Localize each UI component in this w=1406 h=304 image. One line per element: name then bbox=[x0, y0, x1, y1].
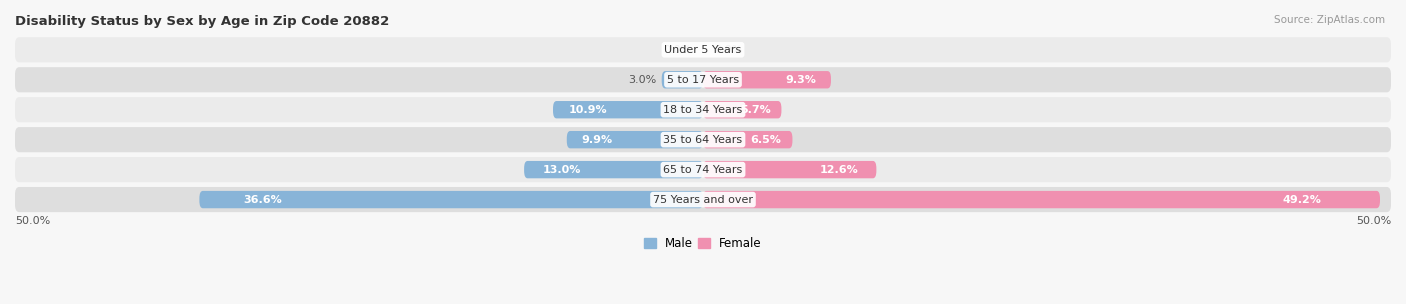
FancyBboxPatch shape bbox=[703, 191, 1381, 208]
FancyBboxPatch shape bbox=[15, 127, 1391, 152]
Text: 13.0%: 13.0% bbox=[543, 165, 581, 174]
FancyBboxPatch shape bbox=[662, 71, 703, 88]
Text: 18 to 34 Years: 18 to 34 Years bbox=[664, 105, 742, 115]
Text: 49.2%: 49.2% bbox=[1282, 195, 1322, 205]
Text: 75 Years and over: 75 Years and over bbox=[652, 195, 754, 205]
Legend: Male, Female: Male, Female bbox=[644, 237, 762, 250]
FancyBboxPatch shape bbox=[703, 101, 782, 118]
FancyBboxPatch shape bbox=[15, 157, 1391, 182]
Text: 50.0%: 50.0% bbox=[1355, 216, 1391, 226]
FancyBboxPatch shape bbox=[703, 161, 876, 178]
FancyBboxPatch shape bbox=[15, 67, 1391, 92]
Text: 9.9%: 9.9% bbox=[582, 135, 613, 145]
Text: 36.6%: 36.6% bbox=[243, 195, 283, 205]
FancyBboxPatch shape bbox=[15, 187, 1391, 212]
Text: 65 to 74 Years: 65 to 74 Years bbox=[664, 165, 742, 174]
Text: 0.0%: 0.0% bbox=[664, 45, 692, 55]
FancyBboxPatch shape bbox=[15, 37, 1391, 62]
Text: Disability Status by Sex by Age in Zip Code 20882: Disability Status by Sex by Age in Zip C… bbox=[15, 15, 389, 28]
Text: 10.9%: 10.9% bbox=[569, 105, 607, 115]
FancyBboxPatch shape bbox=[553, 101, 703, 118]
Text: 9.3%: 9.3% bbox=[786, 75, 817, 85]
FancyBboxPatch shape bbox=[703, 131, 793, 148]
Text: 6.5%: 6.5% bbox=[751, 135, 782, 145]
Text: Under 5 Years: Under 5 Years bbox=[665, 45, 741, 55]
Text: 5 to 17 Years: 5 to 17 Years bbox=[666, 75, 740, 85]
Text: 50.0%: 50.0% bbox=[15, 216, 51, 226]
FancyBboxPatch shape bbox=[15, 97, 1391, 122]
Text: 12.6%: 12.6% bbox=[820, 165, 859, 174]
Text: 3.0%: 3.0% bbox=[628, 75, 657, 85]
Text: 0.0%: 0.0% bbox=[714, 45, 742, 55]
FancyBboxPatch shape bbox=[200, 191, 703, 208]
FancyBboxPatch shape bbox=[567, 131, 703, 148]
Text: 35 to 64 Years: 35 to 64 Years bbox=[664, 135, 742, 145]
Text: 5.7%: 5.7% bbox=[741, 105, 770, 115]
Text: Source: ZipAtlas.com: Source: ZipAtlas.com bbox=[1274, 15, 1385, 25]
FancyBboxPatch shape bbox=[524, 161, 703, 178]
FancyBboxPatch shape bbox=[703, 71, 831, 88]
